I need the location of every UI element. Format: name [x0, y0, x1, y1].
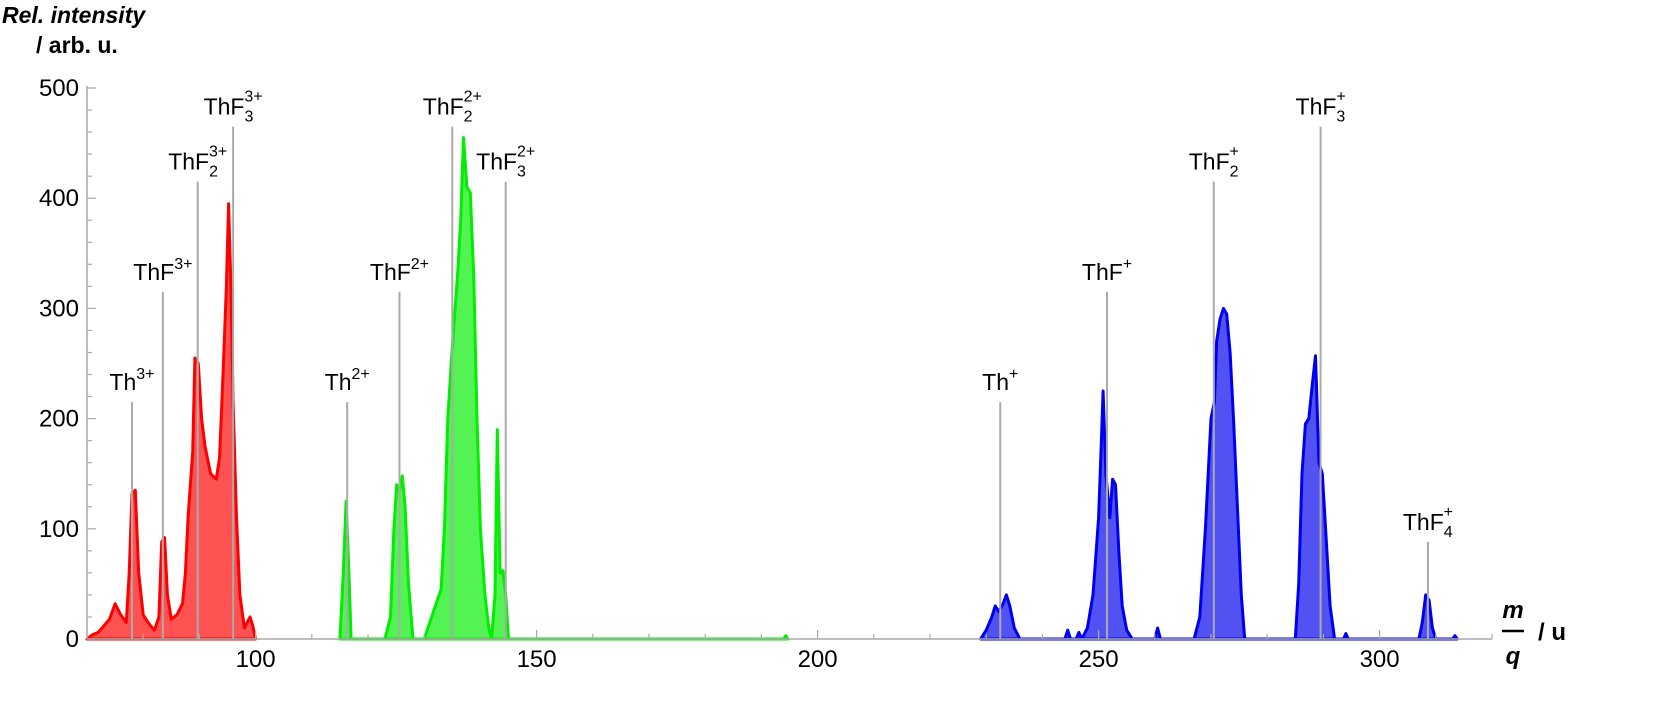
- peak-label: Th+: [982, 366, 1018, 395]
- peak-label: ThF23+: [168, 144, 227, 181]
- x-axis-label-q: q: [1506, 643, 1521, 670]
- x-axis-label: m q / u: [1502, 597, 1566, 670]
- peak-label: Th3+: [109, 366, 154, 395]
- spectrum-area-double: [338, 136, 790, 641]
- x-tick-label: 250: [1079, 646, 1119, 673]
- axes: 0 100 200 300 400 500 100 150 200 250 300: [39, 75, 1493, 673]
- peak-labels: Th3+ ThF3+ ThF23+ ThF33+ Th2+ ThF2+ ThF22+ ThF3…: [109, 89, 1453, 541]
- peak-markers: [130, 126, 1429, 639]
- peak-label: ThF4+: [1403, 504, 1453, 541]
- x-tick-label: 150: [517, 646, 557, 673]
- peak-label: ThF+: [1082, 256, 1132, 285]
- y-axis-label-line2: / arb. u.: [36, 32, 118, 58]
- x-tick-label: 300: [1360, 646, 1400, 673]
- spectrum-area-single: [979, 306, 1459, 641]
- peak-label: Th2+: [325, 366, 370, 395]
- y-tick-label: 300: [39, 295, 79, 322]
- x-axis-label-m: m: [1502, 597, 1523, 624]
- x-tick-label: 100: [236, 646, 276, 673]
- x-tick-label: 200: [798, 646, 838, 673]
- peak-label: ThF3+: [1296, 89, 1346, 126]
- y-tick-label: 0: [66, 626, 79, 653]
- spectrum-areas: [85, 136, 1459, 641]
- y-tick-label: 100: [39, 516, 79, 543]
- x-axis-label-unit: / u: [1538, 619, 1566, 646]
- peak-label: ThF32+: [476, 144, 535, 181]
- peak-label: ThF2+: [370, 256, 429, 285]
- y-tick-label: 400: [39, 185, 79, 212]
- y-axis-label-line1: Rel. intensity: [2, 2, 146, 28]
- peak-label: ThF2+: [1189, 144, 1239, 181]
- peak-label: ThF22+: [423, 89, 482, 126]
- y-tick-label: 500: [39, 75, 79, 102]
- y-tick-label: 200: [39, 406, 79, 433]
- peak-label: ThF3+: [133, 256, 192, 285]
- peak-label: ThF33+: [204, 89, 263, 126]
